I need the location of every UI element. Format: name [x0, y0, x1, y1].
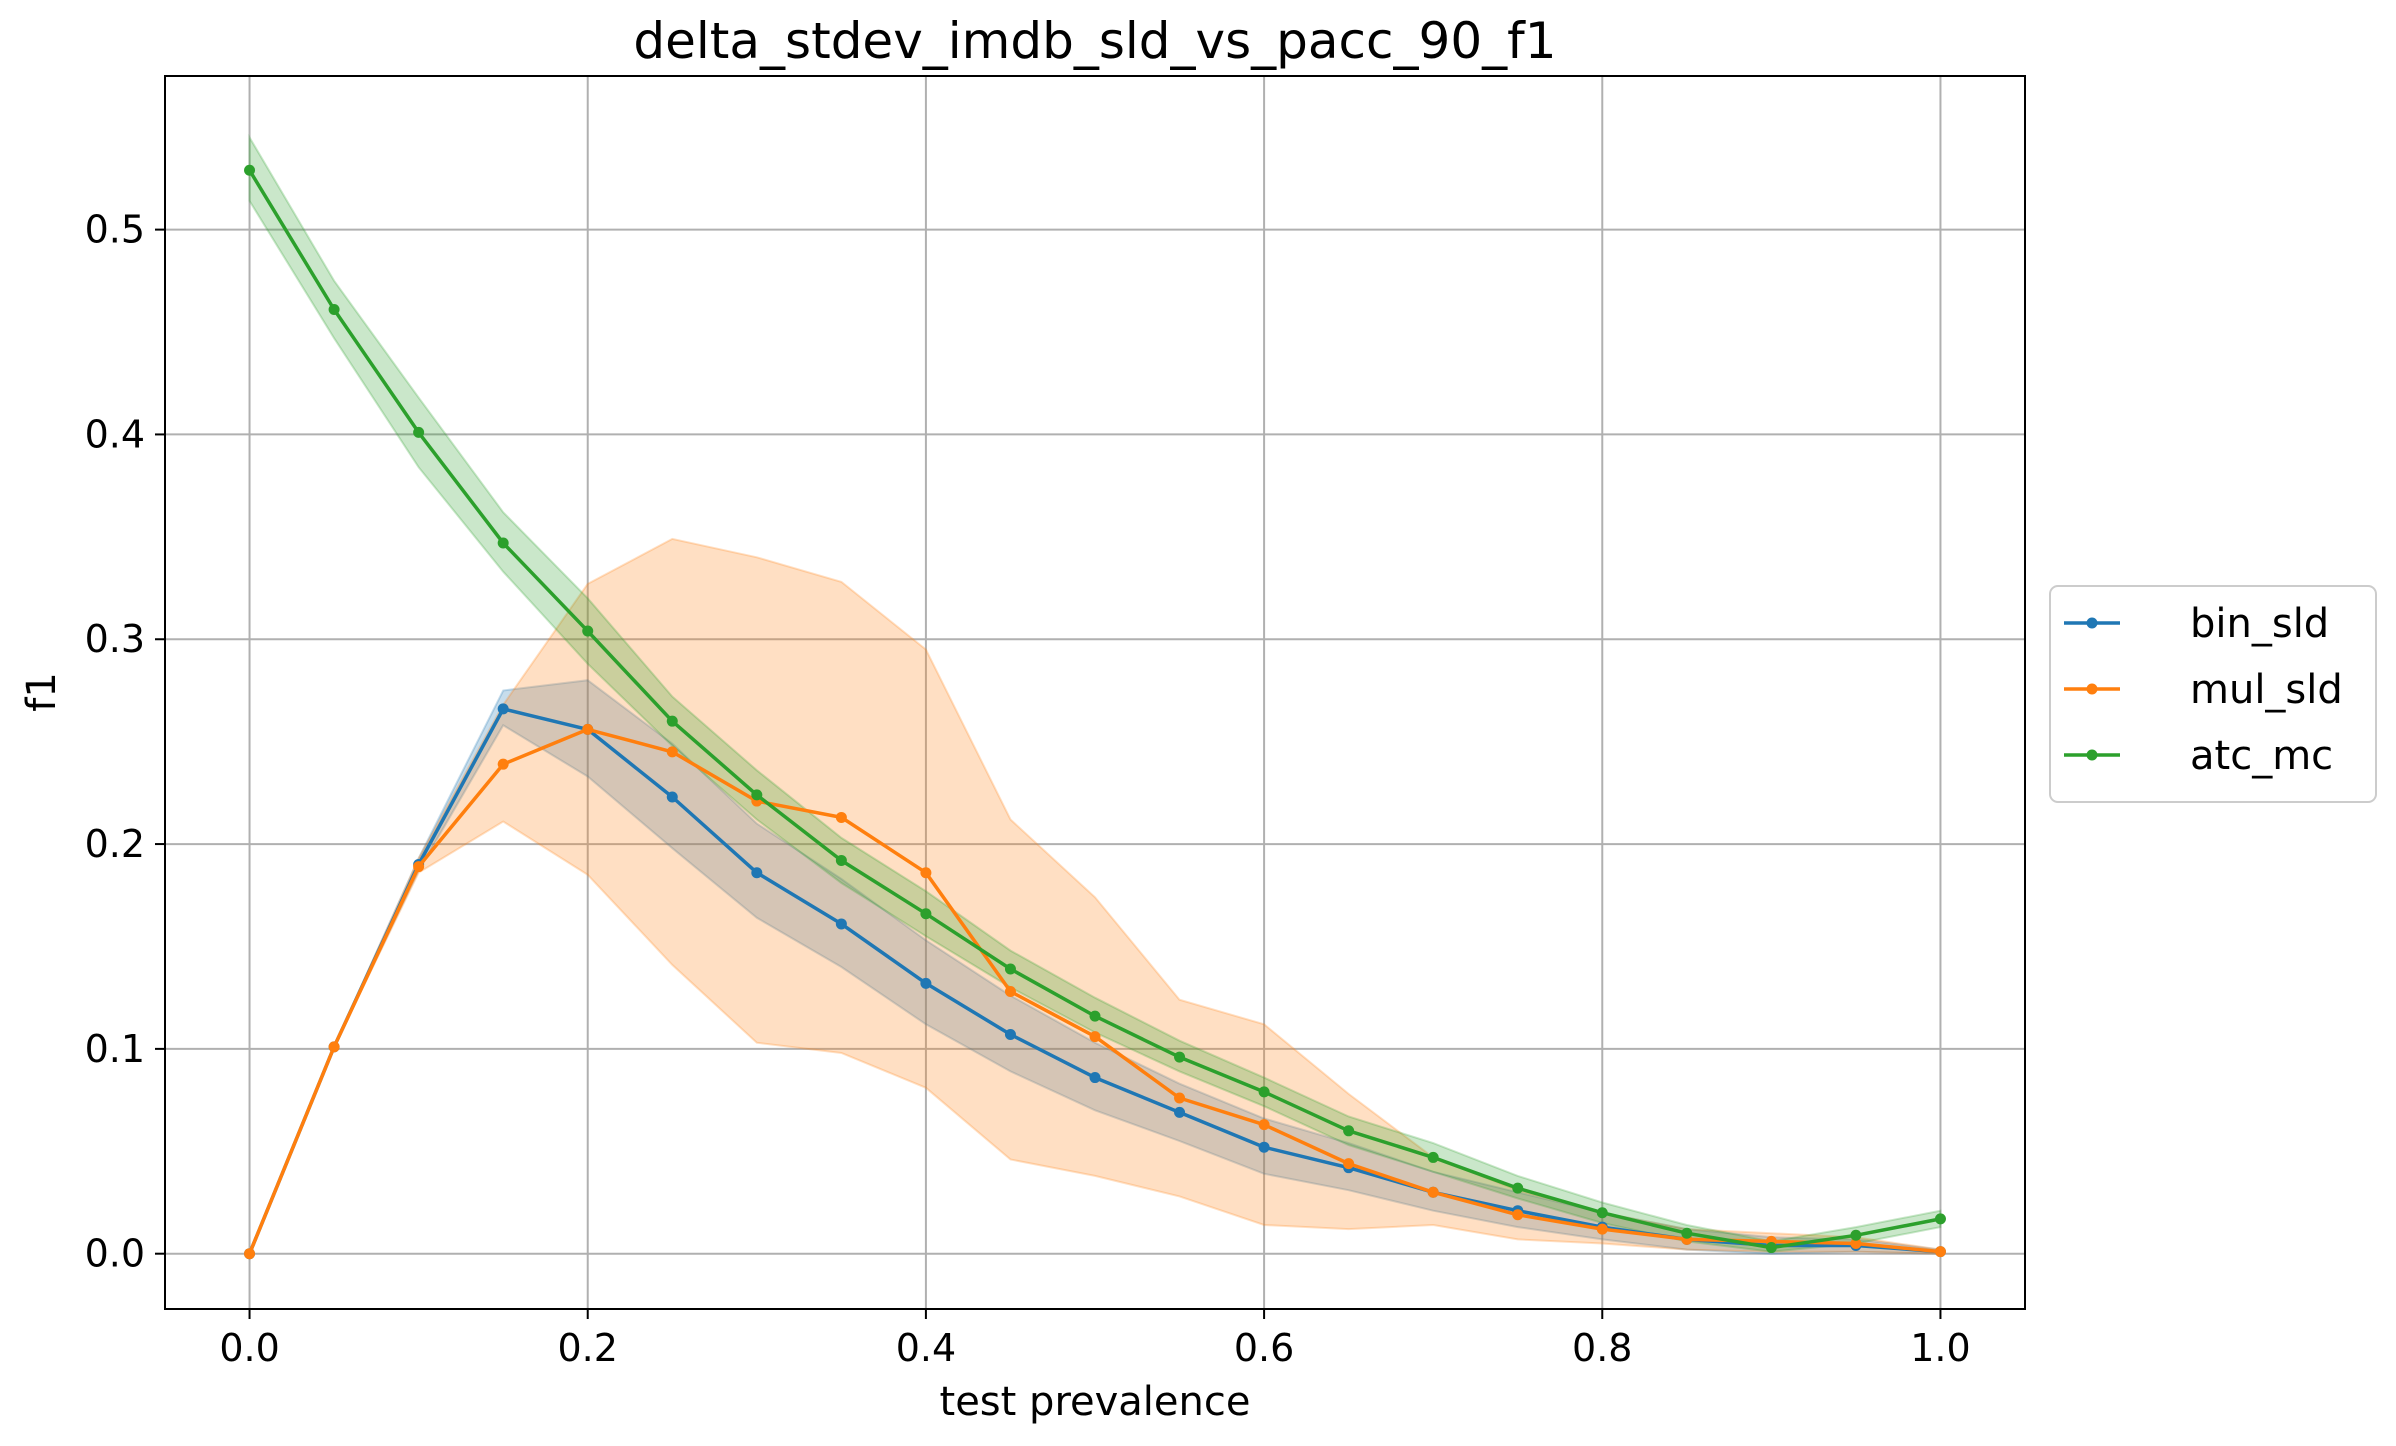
x-tick-label: 0.4 — [896, 1326, 956, 1370]
bin_sld-point — [666, 791, 678, 803]
atc_mc-point — [666, 715, 678, 727]
legend-marker-mul_sld — [2086, 683, 2098, 695]
atc_mc-point — [920, 908, 932, 920]
y-tick-label: 0.1 — [85, 1027, 145, 1071]
mul_sld-point — [582, 723, 594, 735]
bin_sld-point — [1174, 1106, 1186, 1118]
mul_sld-point — [920, 867, 932, 879]
x-axis: 0.0 0.2 0.4 0.6 0.8 1.0 — [219, 1309, 1971, 1370]
atc_mc-point — [1343, 1125, 1355, 1137]
y-axis: 0.0 0.1 0.2 0.3 0.4 0.5 — [85, 208, 165, 1276]
atc_mc-point — [1174, 1051, 1186, 1063]
y-tick-label: 0.2 — [85, 822, 145, 866]
atc_mc-band — [248, 133, 1942, 1253]
mul_sld-point — [1174, 1092, 1186, 1104]
bin_sld-point — [835, 918, 847, 930]
legend-label-mul_sld: mul_sld — [2190, 667, 2343, 713]
mul_sld-point — [413, 861, 425, 873]
mul_sld-point — [1596, 1223, 1608, 1235]
bin_sld-point — [1258, 1141, 1270, 1153]
mul_sld-point — [328, 1041, 340, 1053]
legend-marker-bin_sld — [2086, 617, 2098, 629]
mul_sld-point — [1089, 1031, 1101, 1043]
mul_sld-point — [1934, 1246, 1946, 1258]
atc_mc-point — [1681, 1227, 1693, 1239]
atc_mc-point — [582, 625, 594, 637]
legend-label-atc_mc: atc_mc — [2190, 733, 2333, 779]
bin_sld-point — [1004, 1029, 1016, 1041]
y-axis-label: f1 — [19, 672, 65, 712]
atc_mc-point — [413, 426, 425, 438]
atc_mc-point — [835, 854, 847, 866]
mul_sld-point — [1004, 986, 1016, 998]
mul_sld-point — [666, 746, 678, 758]
atc_mc-point — [1089, 1010, 1101, 1022]
bin_sld-point — [920, 977, 932, 989]
mul_sld-point — [1343, 1158, 1355, 1170]
bin_sld-point — [497, 703, 509, 715]
atc_mc-point — [1004, 963, 1016, 975]
atc_mc-point — [1596, 1207, 1608, 1219]
atc_mc-point — [244, 164, 256, 176]
legend-label-bin_sld: bin_sld — [2190, 601, 2329, 647]
mul_sld-point — [1512, 1209, 1524, 1221]
atc_mc-point — [1765, 1242, 1777, 1254]
atc_mc-point — [1258, 1086, 1270, 1098]
mul_sld-point — [497, 758, 509, 770]
y-tick-label: 0.0 — [85, 1232, 145, 1276]
legend-box — [2049, 585, 2377, 803]
y-tick-label: 0.5 — [85, 208, 145, 252]
atc_mc-point — [1934, 1213, 1946, 1225]
x-tick-label: 0.6 — [1234, 1326, 1294, 1370]
chart-title: delta_stdev_imdb_sld_vs_pacc_90_f1 — [633, 12, 1556, 70]
atc_mc-point — [497, 537, 509, 549]
plot-area-frame — [164, 75, 2026, 1310]
y-tick-label: 0.3 — [85, 617, 145, 661]
x-tick-label: 1.0 — [1910, 1326, 1970, 1370]
legend: bin_sld mul_sld atc_mc — [2049, 585, 2377, 803]
legend-marker-atc_mc — [2086, 749, 2098, 761]
atc_mc-point — [751, 789, 763, 801]
x-axis-label: test prevalence — [940, 1379, 1251, 1425]
atc_mc-point — [1850, 1229, 1862, 1241]
atc_mc-point — [328, 303, 340, 315]
mul_sld-point — [1427, 1186, 1439, 1198]
x-tick-label: 0.8 — [1572, 1326, 1632, 1370]
series-lines — [244, 164, 1946, 1260]
x-tick-label: 0.2 — [558, 1326, 618, 1370]
bin_sld-point — [1089, 1072, 1101, 1084]
atc_mc-point — [1427, 1151, 1439, 1163]
mul_sld-point — [1850, 1237, 1862, 1249]
bin_sld-point — [751, 867, 763, 879]
x-tick-label: 0.0 — [219, 1326, 279, 1370]
y-tick-label: 0.4 — [85, 412, 145, 456]
mul_sld-point — [244, 1248, 256, 1260]
mul_sld-point — [835, 811, 847, 823]
grid-layer — [165, 76, 2025, 1309]
atc_mc-point — [1512, 1182, 1524, 1194]
mul_sld-point — [1258, 1119, 1270, 1131]
